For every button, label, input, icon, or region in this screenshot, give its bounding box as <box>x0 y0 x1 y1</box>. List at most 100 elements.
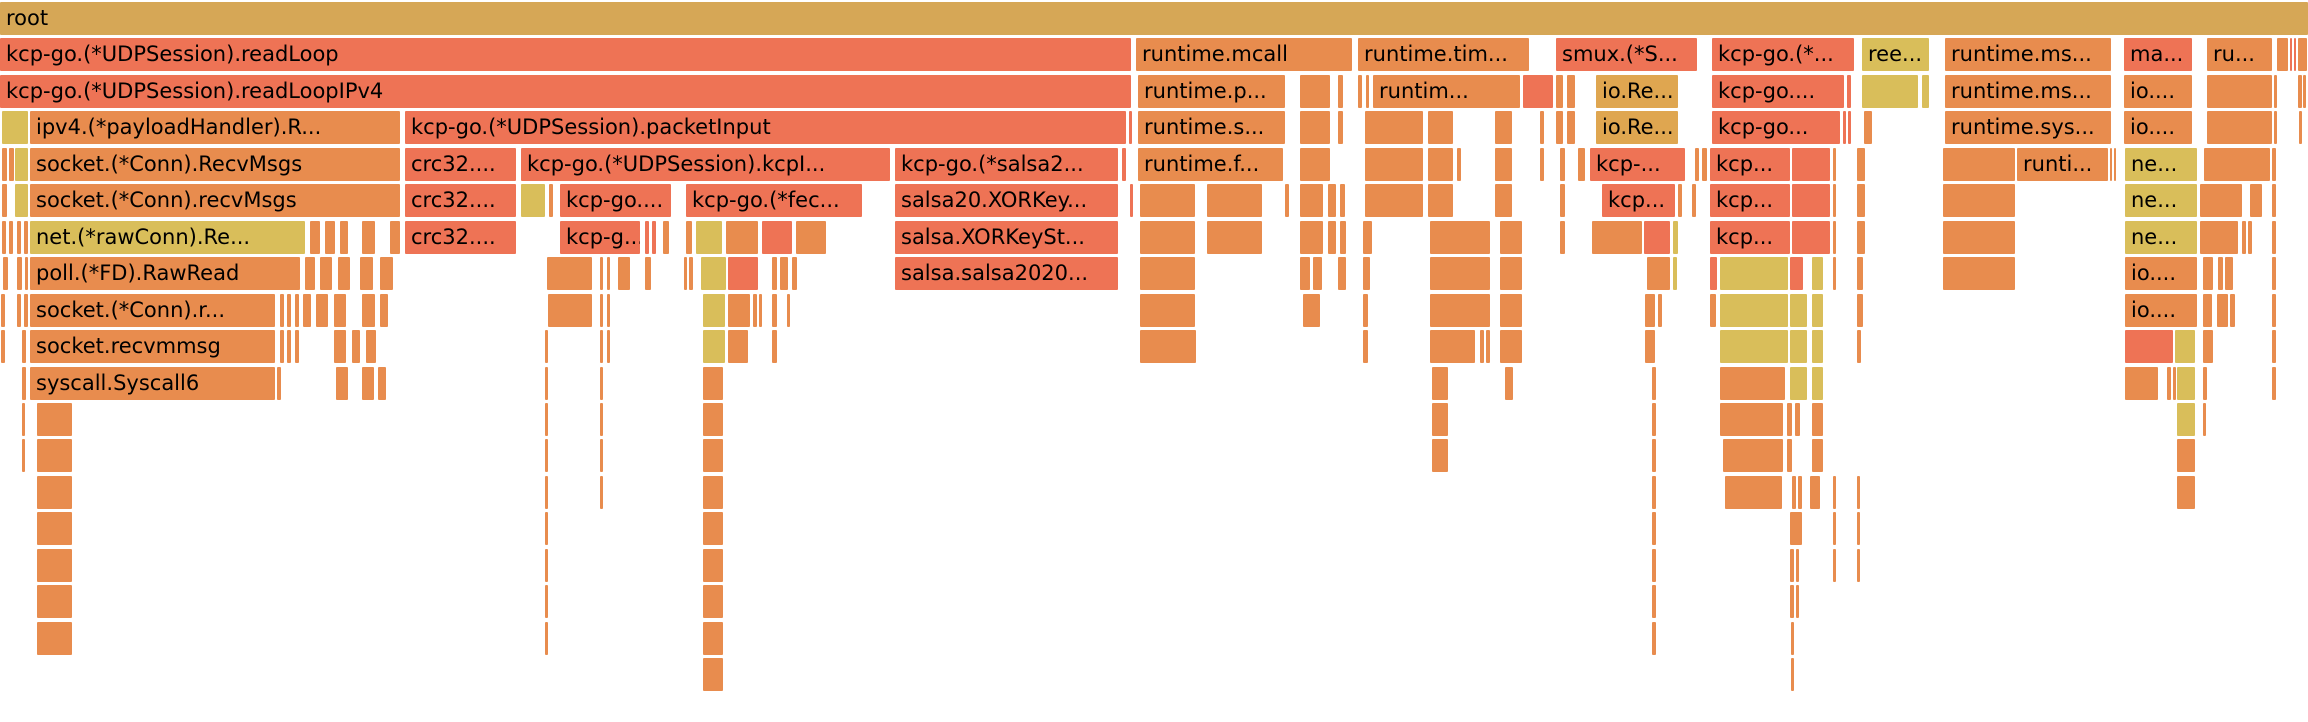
flame-bar[interactable] <box>2177 402 2195 436</box>
flame-bar[interactable] <box>1673 257 1677 291</box>
flame-bar[interactable] <box>1720 257 1788 291</box>
flame-bar[interactable] <box>1140 220 1195 254</box>
flame-bar[interactable] <box>645 220 649 254</box>
flame-bar[interactable] <box>1645 330 1655 364</box>
flame-bar[interactable] <box>2207 74 2272 108</box>
flame-bar[interactable] <box>780 257 788 291</box>
flame-bar[interactable] <box>549 184 553 218</box>
flame-bar[interactable] <box>1695 147 1699 181</box>
flame-bar[interactable] <box>2114 147 2116 181</box>
flame-bar[interactable] <box>1812 257 1823 291</box>
frame-kcp[interactable]: kcp... <box>1710 147 1790 181</box>
flame-bar[interactable] <box>1432 366 1448 400</box>
flame-bar[interactable] <box>1140 330 1196 364</box>
flame-bar[interactable] <box>2290 38 2292 72</box>
frame-runtime-f[interactable]: runtime.f... <box>1138 147 1283 181</box>
flame-bar[interactable] <box>2175 330 2195 364</box>
flame-bar[interactable] <box>303 293 311 327</box>
flame-bar[interactable] <box>287 330 291 364</box>
flame-bar[interactable] <box>1428 184 1453 218</box>
frame-syscall-syscall6[interactable]: syscall.Syscall6 <box>30 366 275 400</box>
flame-bar[interactable] <box>545 585 548 619</box>
flame-bar[interactable] <box>600 475 603 509</box>
flame-bar[interactable] <box>703 621 723 655</box>
flame-bar[interactable] <box>1723 439 1783 473</box>
flame-bar[interactable] <box>2272 257 2276 291</box>
flame-bar[interactable] <box>1495 111 1512 145</box>
flame-bar[interactable] <box>1428 111 1453 145</box>
flame-bar[interactable] <box>2110 147 2112 181</box>
flame-bar[interactable] <box>1710 293 1716 327</box>
frame-ne[interactable]: ne... <box>2125 184 2197 218</box>
flame-bar[interactable] <box>9 147 14 181</box>
frame-kcp-go-udpsession-readloopipv4[interactable]: kcp-go.(*UDPSession).readLoopIPv4 <box>0 74 1131 108</box>
flame-bar[interactable] <box>1363 257 1370 291</box>
flame-bar[interactable] <box>1523 74 1553 108</box>
flame-bar[interactable] <box>1500 220 1522 254</box>
frame-kcp-go[interactable]: kcp-go.(*... <box>1712 38 1854 72</box>
flame-bar[interactable] <box>703 585 723 619</box>
flame-bar[interactable] <box>1857 512 1860 546</box>
flame-bar[interactable] <box>17 220 21 254</box>
flame-bar[interactable] <box>15 184 28 218</box>
frame-io[interactable]: io.... <box>2125 257 2197 291</box>
flame-bar[interactable] <box>1365 184 1423 218</box>
flame-bar[interactable] <box>1122 147 1126 181</box>
frame-io[interactable]: io.... <box>2124 74 2192 108</box>
flame-bar[interactable] <box>1720 366 1785 400</box>
flame-bar[interactable] <box>1644 220 1670 254</box>
flame-bar[interactable] <box>9 220 13 254</box>
frame-runtime-tim[interactable]: runtime.tim... <box>1358 38 1529 72</box>
flame-bar[interactable] <box>1303 293 1320 327</box>
flame-bar[interactable] <box>1791 658 1794 692</box>
flame-bar[interactable] <box>689 257 693 291</box>
flame-bar[interactable] <box>37 585 72 619</box>
flame-bar[interactable] <box>1430 220 1490 254</box>
flame-bar[interactable] <box>1652 621 1656 655</box>
flame-bar[interactable] <box>618 257 630 291</box>
flame-bar[interactable] <box>703 512 723 546</box>
flame-bar[interactable] <box>320 257 332 291</box>
frame-salsa-salsa2020[interactable]: salsa.salsa2020... <box>895 257 1118 291</box>
frame-kcp[interactable]: kcp... <box>1710 184 1790 218</box>
flame-bar[interactable] <box>334 330 346 364</box>
flame-bar[interactable] <box>1338 257 1346 291</box>
flame-bar[interactable] <box>1857 293 1863 327</box>
flame-bar[interactable] <box>1857 220 1865 254</box>
frame-root[interactable]: root <box>0 2 2308 35</box>
frame-ne[interactable]: ne... <box>2125 147 2197 181</box>
flame-bar[interactable] <box>2277 38 2288 72</box>
flame-bar[interactable] <box>2225 257 2233 291</box>
flame-bar[interactable] <box>600 439 603 473</box>
flame-bar[interactable] <box>1857 548 1860 582</box>
flame-bar[interactable] <box>380 257 393 291</box>
flame-bar[interactable] <box>1848 111 1851 145</box>
flame-bar[interactable] <box>2203 330 2213 364</box>
flame-bar[interactable] <box>1500 293 1522 327</box>
frame-kcp-go-udpsession-packetinput[interactable]: kcp-go.(*UDPSession).packetInput <box>405 111 1126 145</box>
flame-bar[interactable] <box>684 257 687 291</box>
flame-bar[interactable] <box>340 220 348 254</box>
flame-bar[interactable] <box>1790 548 1794 582</box>
frame-ree[interactable]: ree... <box>1862 38 1929 72</box>
flame-bar[interactable] <box>24 220 28 254</box>
flame-bar[interactable] <box>772 293 777 327</box>
frame-poll-fd-rawread[interactable]: poll.(*FD).RawRead <box>30 257 300 291</box>
flame-bar[interactable] <box>380 293 388 327</box>
flame-bar[interactable] <box>1300 257 1310 291</box>
flame-bar[interactable] <box>545 366 548 400</box>
flame-bar[interactable] <box>1833 257 1836 291</box>
flame-bar[interactable] <box>1480 330 1484 364</box>
flame-bar[interactable] <box>334 293 346 327</box>
flame-bar[interactable] <box>1 293 5 327</box>
flame-bar[interactable] <box>1796 548 1799 582</box>
frame-kcp[interactable]: kcp... <box>1602 184 1675 218</box>
frame-salsa-xorkeyst[interactable]: salsa.XORKeySt... <box>895 220 1118 254</box>
flame-bar[interactable] <box>1673 220 1678 254</box>
flame-bar[interactable] <box>2125 330 2173 364</box>
flame-bar[interactable] <box>2177 366 2195 400</box>
flame-bar[interactable] <box>1787 402 1792 436</box>
flame-bar[interactable] <box>1833 147 1836 181</box>
flame-bar[interactable] <box>1560 220 1565 254</box>
flame-bar[interactable] <box>1140 184 1195 218</box>
